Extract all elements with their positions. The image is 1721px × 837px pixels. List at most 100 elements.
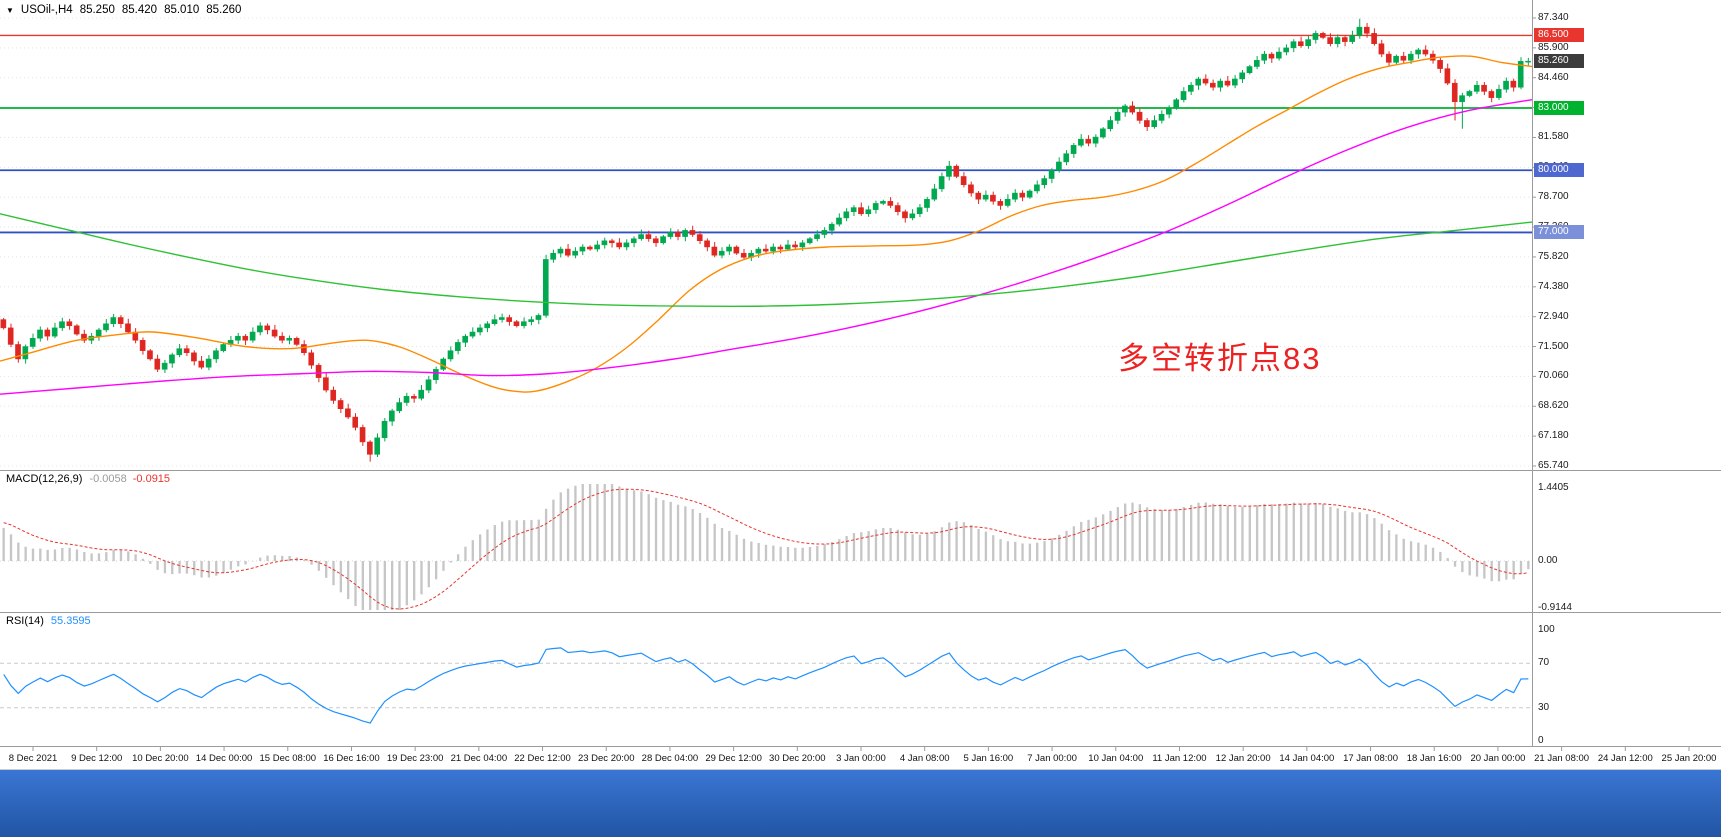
time-axis-label: 16 Dec 16:00: [323, 753, 380, 764]
candle: [110, 313, 117, 328]
candle: [279, 332, 285, 344]
candle: [337, 398, 344, 414]
candle: [1166, 105, 1172, 119]
candle: [777, 244, 784, 254]
candle: [946, 160, 952, 181]
time-axis[interactable]: 8 Dec 2021 9 Dec 12:00 10 Dec 20:00 14 Dec …: [0, 746, 1721, 770]
candle: [1371, 28, 1377, 46]
candle: [660, 234, 666, 245]
candle: [477, 324, 483, 336]
candle: [601, 237, 608, 249]
candle: [1393, 54, 1399, 65]
candle: [1488, 89, 1495, 103]
candle: [733, 245, 740, 255]
candle: [564, 244, 571, 258]
candle: [1400, 51, 1407, 63]
candle: [821, 227, 828, 239]
time-axis-label: 17 Jan 08:00: [1343, 753, 1398, 764]
candle: [330, 386, 337, 404]
candle: [73, 324, 80, 336]
price-axis-label: 84.460: [1538, 71, 1569, 83]
candle: [345, 403, 351, 420]
candle: [154, 354, 161, 373]
candle: [1085, 135, 1092, 147]
candle: [594, 240, 600, 252]
price-axis-label: 87.340: [1538, 12, 1569, 23]
candle: [191, 350, 197, 366]
time-axis-label: 18 Jan 16:00: [1406, 753, 1462, 764]
candle: [374, 433, 381, 458]
candle: [491, 314, 498, 326]
candle: [616, 238, 622, 250]
candle: [1246, 64, 1253, 75]
candle: [968, 181, 974, 197]
candle: [880, 199, 886, 206]
candle: [557, 246, 564, 258]
candle: [608, 238, 615, 248]
candle: [865, 205, 872, 217]
price-axis-label: 71.500: [1538, 340, 1569, 352]
candle: [433, 366, 439, 384]
candle: [894, 202, 901, 216]
candle: [1224, 76, 1231, 88]
candle: [367, 440, 373, 462]
candle: [667, 228, 674, 240]
time-axis-label: 10 Jan 04:00: [1088, 753, 1144, 764]
candle: [1202, 74, 1209, 86]
price-axis-label: 67.180: [1538, 430, 1569, 442]
candle: [1026, 189, 1033, 199]
price-axis-label: 85.900: [1538, 41, 1569, 53]
candle: [784, 239, 791, 252]
main-gridlines: [0, 17, 1532, 467]
candle: [1232, 75, 1238, 89]
candle: [506, 314, 512, 326]
time-axis-label: 14 Dec 00:00: [195, 753, 253, 764]
macd-axis-label: 1.4405: [1538, 481, 1569, 493]
candle: [1268, 52, 1275, 63]
time-axis-label: 24 Jan 12:00: [1597, 753, 1653, 764]
candle: [520, 317, 527, 329]
price-axis[interactable]: 87.34085.90084.46083.02081.58080.14078.7…: [1532, 0, 1721, 746]
candle: [1019, 190, 1026, 202]
price-axis-label: 68.620: [1538, 400, 1569, 412]
candle: [1100, 127, 1106, 139]
price-tag-83.000: 83.000: [1534, 101, 1584, 115]
candle: [7, 323, 14, 348]
candle: [242, 334, 249, 345]
candle: [726, 244, 732, 256]
candle: [381, 418, 388, 442]
price-tag-77.000: 77.000: [1534, 225, 1584, 240]
candle: [59, 317, 65, 331]
candle: [1034, 180, 1040, 194]
candle: [15, 341, 21, 363]
candle: [396, 397, 403, 414]
macd-histogram: [2, 484, 1530, 610]
candle: [1327, 33, 1333, 47]
time-axis-label: 25 Jan 20:00: [1661, 753, 1717, 764]
candle: [81, 329, 87, 343]
candle: [1385, 51, 1392, 67]
price-axis-label: 78.700: [1538, 191, 1569, 203]
candle: [843, 208, 850, 222]
candle: [139, 337, 146, 355]
candle: [902, 209, 908, 223]
rsi-value: 55.3595: [50, 615, 91, 627]
macd-axis-label: 0.00: [1538, 555, 1558, 566]
candle: [1107, 116, 1114, 132]
candle: [1422, 45, 1429, 57]
annotation-text[interactable]: 多空转折点83: [1118, 341, 1322, 376]
candle: [1092, 134, 1099, 148]
time-axis-label: 29 Dec 12:00: [705, 753, 762, 764]
rsi-axis-label: 70: [1538, 657, 1550, 669]
candle: [117, 315, 124, 329]
rsi-label-name: RSI(14): [6, 615, 44, 627]
candle: [1503, 77, 1509, 93]
candle: [176, 343, 183, 358]
candle: [389, 408, 395, 426]
candle: [1334, 34, 1341, 48]
candle: [1415, 47, 1421, 59]
time-axis-label: 30 Dec 20:00: [769, 753, 826, 764]
candle: [44, 327, 51, 341]
candle: [836, 213, 842, 227]
